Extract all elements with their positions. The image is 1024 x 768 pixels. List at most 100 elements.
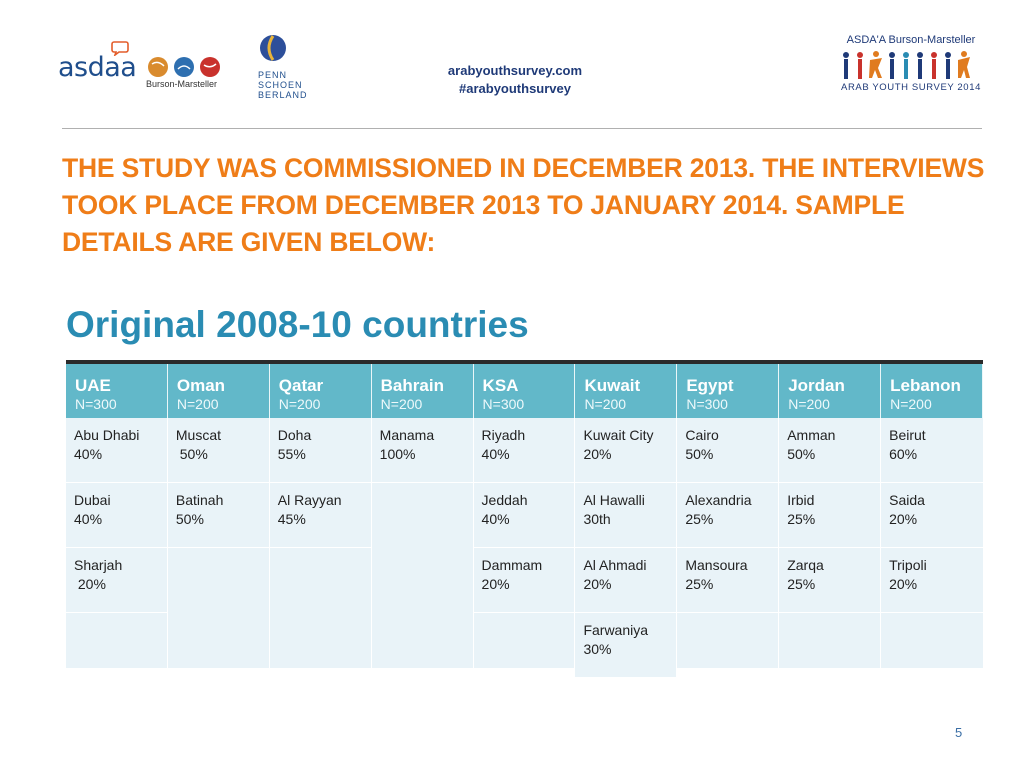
city-name: Zarqa xyxy=(787,557,824,573)
city-percent: 45% xyxy=(277,511,306,527)
sample-size: N=200 xyxy=(788,396,830,412)
sample-size: N=300 xyxy=(482,396,525,412)
city-cell: Kuwait City 20% xyxy=(575,418,677,483)
city-name: Alexandria xyxy=(685,492,752,508)
country-header: Bahrain N=200 xyxy=(371,364,474,418)
city-name: Irbid xyxy=(787,492,815,508)
country-header: Kuwait N=200 xyxy=(575,364,678,418)
city-cell: Zarqa 25% xyxy=(779,548,881,613)
city-cell: Riyadh 40% xyxy=(473,418,575,483)
country-header: Jordan N=200 xyxy=(779,364,882,418)
city-percent: 25% xyxy=(685,511,714,527)
city-name: Al Rayyan xyxy=(277,492,342,508)
city-cell: Muscat 50% xyxy=(167,418,269,483)
city-name: Jeddah xyxy=(481,492,528,508)
country-header: Lebanon N=200 xyxy=(881,364,983,418)
country-name: Lebanon xyxy=(890,376,961,395)
country-header: Egypt N=300 xyxy=(677,364,780,418)
city-percent: 40% xyxy=(74,511,103,527)
website-block: arabyouthsurvey.com #arabyouthsurvey xyxy=(380,62,650,98)
city-cell: Amman 50% xyxy=(779,418,881,483)
country-name: Oman xyxy=(176,376,226,395)
brand-bottom: ARAB YOUTH SURVEY 2014 xyxy=(841,82,981,93)
city-cell: Mansoura 25% xyxy=(677,548,779,613)
city-cell: Doha 55% xyxy=(269,418,371,483)
city-percent: 100% xyxy=(379,446,416,462)
city-percent: 40% xyxy=(74,446,103,462)
country-name: Qatar xyxy=(278,376,324,395)
city-cell: Saida 20% xyxy=(881,483,983,548)
empty-cell xyxy=(66,613,167,668)
country-header: UAE N=300 xyxy=(66,364,168,418)
empty-cell xyxy=(779,613,881,668)
city-name: Muscat xyxy=(175,427,221,443)
city-name: Saida xyxy=(889,492,925,508)
sample-size: N=200 xyxy=(380,396,423,412)
asdaa-logo-text: asdaa xyxy=(58,52,137,83)
country-column: Riyadh 40% Jeddah 40% Dammam 20% xyxy=(473,418,576,678)
sample-size: N=200 xyxy=(890,396,932,412)
hashtag: #arabyouthsurvey xyxy=(459,81,571,96)
country-name: Egypt xyxy=(686,376,734,395)
city-name: Beirut xyxy=(889,427,926,443)
globes-icon xyxy=(148,57,220,77)
city-cell: Batinah 50% xyxy=(167,483,269,548)
city-cell: Al Ahmadi 20% xyxy=(575,548,677,613)
city-percent: 60% xyxy=(889,446,918,462)
country-column: Amman 50% Irbid 25% Zarqa 25% xyxy=(779,418,882,678)
country-column: Muscat 50% Batinah 50% xyxy=(167,418,270,678)
psb-line-1: PENN xyxy=(258,70,288,80)
psb-line-3: BERLAND xyxy=(258,90,308,100)
city-name: Tripoli xyxy=(889,557,927,573)
country-column: Cairo 50% Alexandria 25% Mansoura 25% xyxy=(677,418,780,678)
city-name: Dubai xyxy=(74,492,111,508)
city-percent: 20% xyxy=(889,576,918,592)
city-cell: Beirut 60% xyxy=(881,418,983,483)
city-cell: Abu Dhabi 40% xyxy=(66,418,167,483)
country-column: Doha 55% Al Rayyan 45% xyxy=(269,418,372,678)
city-percent: 25% xyxy=(787,576,816,592)
city-percent: 25% xyxy=(787,511,816,527)
city-cell: Irbid 25% xyxy=(779,483,881,548)
country-header: Oman N=200 xyxy=(167,364,270,418)
city-cell: Farwaniya 30% xyxy=(575,613,677,678)
arab-youth-survey-logo: ASDA'A Burson-Marsteller ARAB YOUTH SURV… xyxy=(836,34,986,93)
city-cell: Cairo 50% xyxy=(677,418,779,483)
country-column: Abu Dhabi 40% Dubai 40% Sharjah 20% xyxy=(66,418,168,678)
city-cell: Al Rayyan 45% xyxy=(269,483,371,548)
empty-cell xyxy=(881,613,983,668)
country-header: Qatar N=200 xyxy=(269,364,372,418)
city-percent: 50% xyxy=(787,446,816,462)
country-column: Beirut 60% Saida 20% Tripoli 20% xyxy=(881,418,983,678)
city-percent: 50% xyxy=(175,511,204,527)
city-percent: 20% xyxy=(583,446,612,462)
sample-size: N=300 xyxy=(75,396,117,412)
speech-bubble-icon xyxy=(111,41,129,56)
city-name: Batinah xyxy=(175,492,224,508)
city-percent: 55% xyxy=(277,446,306,462)
sample-size: N=300 xyxy=(686,396,728,412)
empty-cell xyxy=(269,548,371,668)
city-name: Mansoura xyxy=(685,557,748,573)
website-url[interactable]: arabyouthsurvey.com xyxy=(447,63,583,78)
sample-size: N=200 xyxy=(584,396,627,412)
city-percent: 25% xyxy=(685,576,714,592)
table-top-border xyxy=(66,360,983,364)
city-cell: Alexandria 25% xyxy=(677,483,779,548)
empty-cell xyxy=(371,483,473,668)
city-name: Sharjah xyxy=(74,557,123,573)
city-name: Amman xyxy=(787,427,836,443)
city-percent: 50% xyxy=(175,446,208,462)
city-percent: 20% xyxy=(583,576,612,592)
country-header: KSA N=300 xyxy=(473,364,576,418)
country-column: Kuwait City 20% Al Hawalli 30th Al Ahmadi 20%… xyxy=(575,418,678,678)
city-cell: Al Hawalli 30th xyxy=(575,483,677,548)
youth-figures-icon xyxy=(843,51,970,79)
country-name: Bahrain xyxy=(380,376,444,395)
country-name: Kuwait xyxy=(584,376,641,395)
empty-cell xyxy=(167,548,269,668)
city-name: Cairo xyxy=(685,427,719,443)
city-name: Manama xyxy=(379,427,435,443)
country-column: Manama 100% xyxy=(371,418,474,678)
sample-table: UAE N=300 Abu Dhabi 40% Dubai 40% Sharjah 20% O… xyxy=(66,364,983,678)
